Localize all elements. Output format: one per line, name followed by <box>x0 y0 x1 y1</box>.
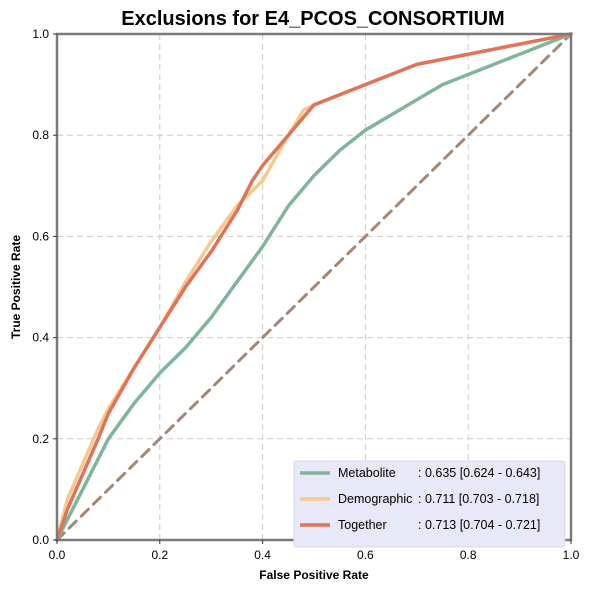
x-tick-label: 1.0 <box>563 548 580 562</box>
x-tick-label: 0.4 <box>254 548 271 562</box>
y-axis-title: True Positive Rate <box>9 235 23 339</box>
legend-series-name: Metabolite <box>338 466 396 480</box>
chart-title: Exclusions for E4_PCOS_CONSORTIUM <box>121 8 504 30</box>
x-axis-title: False Positive Rate <box>259 568 369 582</box>
y-tick-label: 0.6 <box>32 229 49 243</box>
y-tick-label: 0.0 <box>32 533 49 547</box>
x-tick-label: 0.6 <box>357 548 374 562</box>
y-tick-label: 0.4 <box>32 331 49 345</box>
legend: Metabolite : 0.635 [0.624 - 0.643] Demogra… <box>294 461 565 547</box>
y-tick-label: 1.0 <box>32 27 49 41</box>
legend-metric-label: : 0.635 [0.624 - 0.643] <box>418 466 540 480</box>
x-tick-label: 0.8 <box>460 548 477 562</box>
legend-metric-label: : 0.711 [0.703 - 0.718] <box>418 492 539 506</box>
x-tick-label: 0.0 <box>49 548 66 562</box>
y-tick-label: 0.2 <box>32 432 49 446</box>
x-tick-label: 0.2 <box>151 548 168 562</box>
y-tick-label: 0.8 <box>32 128 49 142</box>
legend-metric-label: : 0.713 [0.704 - 0.721] <box>418 518 540 532</box>
legend-series-name: Together <box>338 518 387 532</box>
legend-series-name: Demographic <box>338 492 412 506</box>
